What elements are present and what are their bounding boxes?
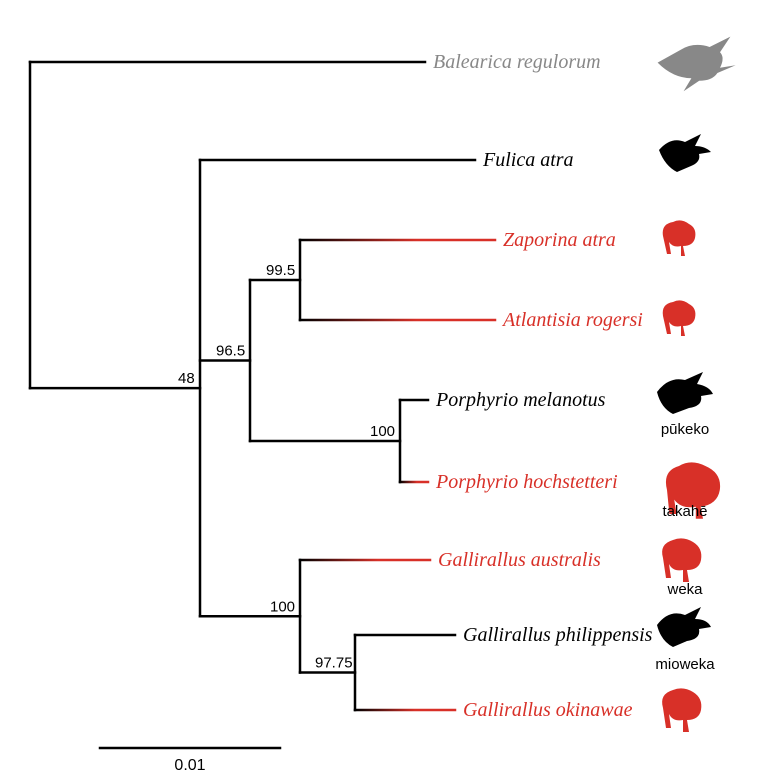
silhouette-gaus (662, 534, 701, 582)
tip-label-gphil: Gallirallus philippensis (463, 624, 653, 646)
silhouette-zaporina (663, 216, 696, 256)
common-gphil: mioweka (655, 656, 715, 673)
support-ingroup: 48 (178, 370, 195, 387)
silhouette-gphil (657, 607, 711, 655)
common-pmel: pūkeko (661, 421, 709, 438)
common-phoch: takahē (662, 503, 707, 520)
tip-label-gokin: Gallirallus okinawae (463, 699, 633, 721)
support-clade_a: 96.5 (216, 343, 245, 360)
silhouette-balearica (658, 37, 736, 99)
tip-label-zaporina: Zaporina atra (503, 229, 616, 251)
support-porphyrio: 100 (370, 423, 395, 440)
silhouette-gokin (662, 684, 701, 732)
silhouette-atlantisia (663, 296, 696, 336)
tip-label-gaus: Gallirallus australis (438, 549, 601, 571)
tip-label-pmel: Porphyrio melanotus (435, 389, 606, 411)
support-galli: 100 (270, 598, 295, 615)
support-gphil_ok: 97.75 (315, 655, 353, 672)
tip-label-balearica: Balearica regulorum (433, 51, 601, 73)
tip-label-fulica: Fulica atra (482, 149, 574, 171)
tip-label-phoch: Porphyrio hochstetteri (435, 471, 618, 493)
tip-label-atlantisia: Atlantisia rogersi (501, 309, 643, 331)
silhouette-fulica (659, 134, 711, 172)
phylogeny-tree: 48 96.5 99.5 100 100 97.75 Balearica regulorum… (0, 0, 768, 784)
support-za_at: 99.5 (266, 262, 295, 279)
scale-label: 0.01 (174, 757, 205, 774)
silhouette-pmel (657, 372, 713, 422)
common-gaus: weka (666, 581, 703, 598)
